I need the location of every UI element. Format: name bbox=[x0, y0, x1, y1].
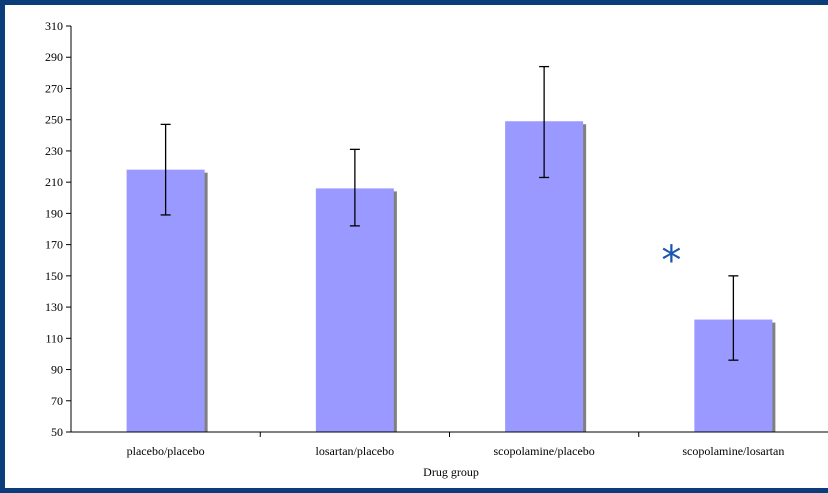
y-tick-label: 250 bbox=[45, 113, 63, 127]
y-tick-label: 150 bbox=[45, 269, 63, 283]
y-tick-label: 90 bbox=[51, 363, 63, 377]
bars-group bbox=[126, 121, 776, 432]
x-tick-label: scopolamine/losartan bbox=[682, 444, 784, 458]
error-bars-group bbox=[160, 65, 739, 361]
x-axis-title: Drug group bbox=[423, 465, 479, 479]
x-tick-label: scopolamine/placebo bbox=[493, 444, 594, 458]
y-tick-label: 110 bbox=[45, 331, 63, 345]
y-tick-label: 230 bbox=[45, 144, 63, 158]
y-tick-label: 290 bbox=[45, 50, 63, 64]
y-ticks-group: 50 70 90 110 130 150 170 190 210 230 250 270 290 310 bbox=[45, 19, 71, 439]
x-tick-label: placebo/placebo bbox=[127, 444, 205, 458]
y-tick-label: 50 bbox=[51, 425, 63, 439]
y-tick-label: 190 bbox=[45, 206, 63, 220]
y-tick-label: 70 bbox=[51, 394, 63, 408]
annotations-group: * bbox=[661, 238, 681, 284]
bar bbox=[315, 188, 394, 432]
significance-asterisk: * bbox=[661, 238, 681, 284]
y-tick-label: 270 bbox=[45, 81, 63, 95]
y-tick-label: 310 bbox=[45, 19, 63, 33]
chart-frame: 50 70 90 110 130 150 170 190 210 230 250 270 290 310 … bbox=[5, 5, 828, 488]
y-tick-label: 170 bbox=[45, 238, 63, 252]
bar-chart: 507090110130150170190210230250270290310 … bbox=[45, 19, 828, 479]
x-ticks-group: placebo/placebo losartan/placebo scopolami… bbox=[127, 432, 784, 458]
y-tick-label: 130 bbox=[45, 300, 63, 314]
x-tick-label: losartan/placebo bbox=[316, 444, 395, 458]
y-tick-label: 210 bbox=[45, 175, 63, 189]
